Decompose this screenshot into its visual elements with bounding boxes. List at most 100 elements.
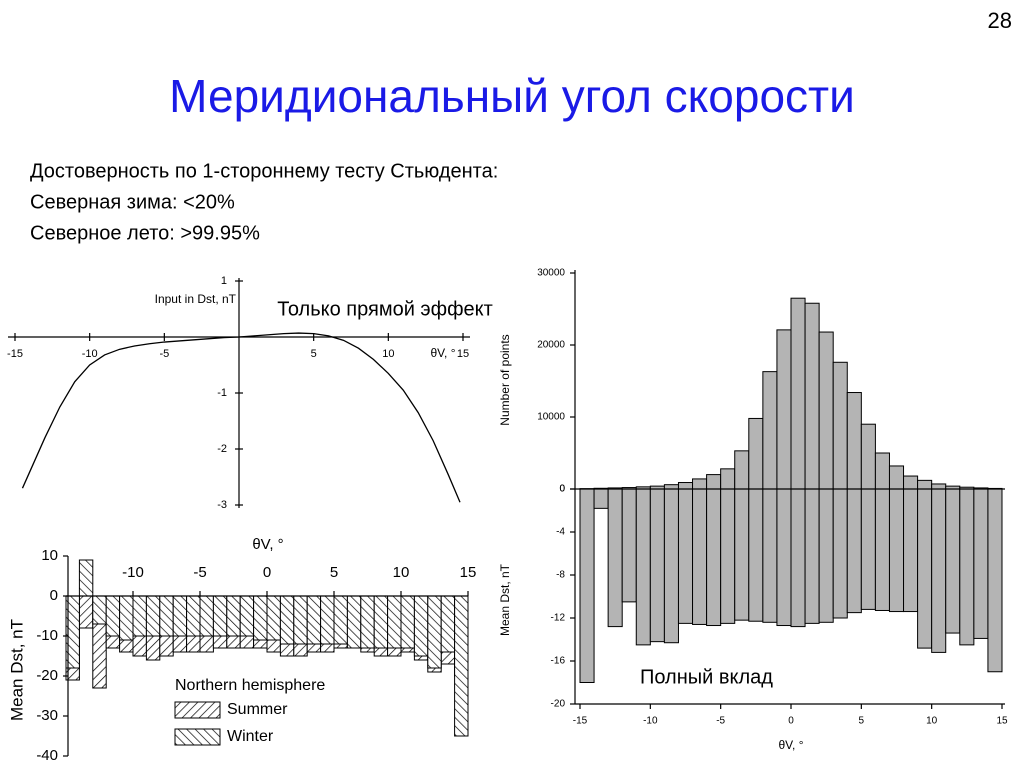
bar [105, 595, 121, 637]
bar [917, 488, 933, 649]
page-number: 28 [988, 8, 1012, 33]
bar [860, 423, 876, 490]
text-line: Северное лето: >99.95% [30, 222, 260, 244]
bar [706, 488, 722, 627]
bar [635, 488, 651, 646]
x-axis-label: θV, ° [778, 738, 803, 752]
y-tick-label: -2 [217, 443, 227, 455]
bar [945, 488, 961, 634]
legend-swatch [174, 701, 221, 719]
bar [917, 479, 933, 490]
bar [579, 488, 595, 683]
y-tick-label: -1 [217, 387, 227, 399]
x-tick-label: -5 [159, 348, 169, 360]
x-axis-label: θV, ° [430, 346, 455, 360]
x-tick-label: 5 [330, 564, 338, 581]
bar [186, 595, 201, 637]
y-tick-label: -12 [551, 613, 566, 624]
bar [92, 595, 107, 625]
y-tick-label: -8 [556, 570, 565, 581]
x-tick-label: -5 [716, 716, 725, 727]
y-tick-label: 30000 [537, 268, 565, 279]
bar [649, 488, 665, 643]
bar [804, 302, 820, 490]
legend-title: Northern hemisphere [175, 677, 325, 694]
x-tick-label: 15 [996, 716, 1008, 727]
x-tick-label: 15 [460, 564, 477, 581]
bar [720, 468, 736, 490]
legend-label: Summer [227, 701, 288, 718]
bar [239, 595, 255, 637]
y-tick-label: 1 [221, 275, 227, 287]
y-tick-label: -30 [36, 707, 58, 724]
bar [607, 488, 623, 628]
x-tick-label: -15 [7, 348, 23, 360]
bar [413, 595, 429, 657]
bar [832, 488, 848, 619]
bar [762, 488, 778, 623]
bar [903, 488, 919, 613]
bar [320, 595, 335, 645]
x-tick-label: 5 [311, 348, 317, 360]
bar [145, 595, 161, 637]
y-tick-label: 0 [50, 587, 58, 604]
bar [748, 417, 764, 490]
bar [846, 488, 862, 614]
bar [346, 595, 362, 649]
bar [973, 488, 989, 639]
y-tick-label: -20 [36, 667, 58, 684]
x-axis-label: θV, ° [252, 536, 283, 553]
bar [874, 452, 890, 490]
bar [593, 488, 609, 509]
x-tick-label: -10 [122, 564, 144, 581]
bar [306, 595, 322, 645]
bar [888, 488, 905, 613]
bar [748, 488, 764, 622]
y-tick-label: 10000 [537, 412, 565, 423]
legend-label: Winter [227, 728, 274, 745]
legend-swatch [174, 728, 221, 746]
bar [818, 488, 834, 623]
bar [440, 595, 456, 653]
y-tick-label: 10 [41, 547, 58, 564]
y-tick-label: -3 [217, 499, 227, 511]
bar [762, 371, 778, 490]
bar [720, 488, 736, 624]
bar [159, 595, 174, 637]
bar [860, 488, 876, 610]
y-tick-label: -40 [36, 747, 58, 764]
x-tick-label: 15 [457, 348, 469, 360]
y-tick-label: -20 [551, 699, 566, 710]
x-tick-label: 10 [926, 716, 938, 727]
x-tick-label: 10 [393, 564, 410, 581]
bar [253, 595, 268, 641]
annotation: Полный вклад [640, 666, 773, 688]
bar [804, 488, 820, 624]
bar [959, 488, 975, 646]
bar [279, 595, 295, 645]
bar [734, 450, 750, 490]
y-axis-label: Number of points [498, 334, 512, 425]
bar [427, 595, 442, 669]
y-tick-label: 0 [559, 484, 565, 495]
y-tick-label: 0 [559, 484, 565, 495]
y-tick-label: 20000 [537, 340, 565, 351]
bar [373, 595, 389, 649]
x-tick-label: -10 [82, 348, 98, 360]
x-tick-label: 5 [859, 716, 865, 727]
bar [621, 488, 637, 603]
x-tick-label: -10 [643, 716, 658, 727]
bar [776, 329, 792, 490]
bar [734, 488, 750, 621]
bar [888, 465, 905, 490]
bar [333, 595, 348, 645]
bar [226, 595, 241, 637]
y-axis-label: Mean Dst, nT [7, 619, 26, 721]
bar [454, 595, 469, 737]
bar [931, 483, 947, 490]
bar [692, 478, 708, 490]
x-tick-label: 0 [788, 716, 794, 727]
y-tick-label: -16 [551, 656, 566, 667]
y-tick-label: -10 [36, 627, 58, 644]
slide-title: Меридиональный угол скорости [169, 70, 855, 122]
